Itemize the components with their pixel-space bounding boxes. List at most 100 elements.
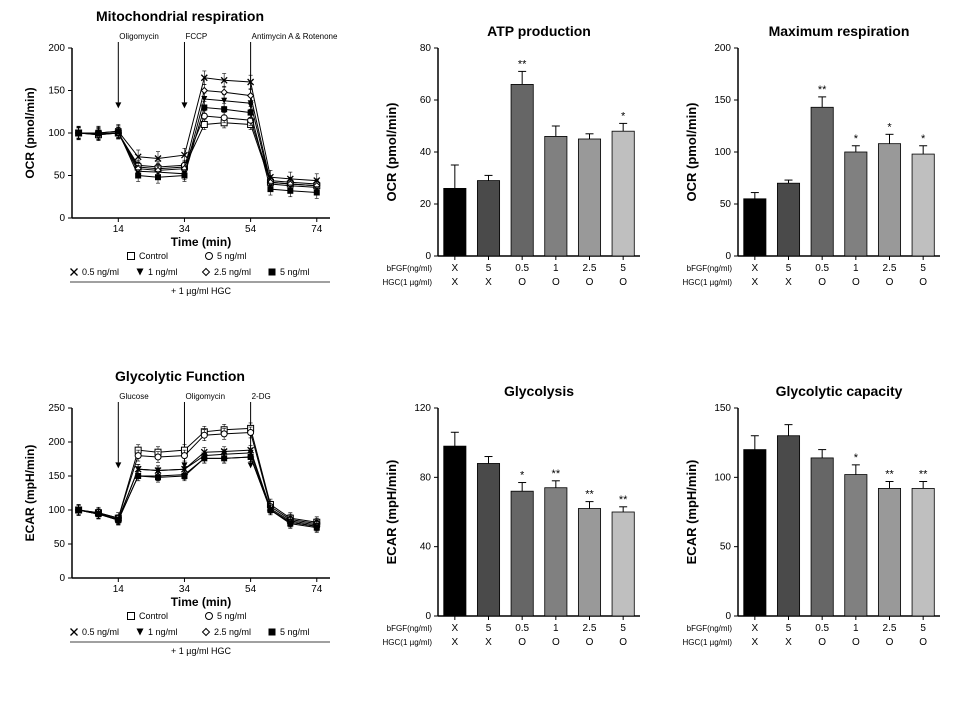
svg-text:150: 150 bbox=[714, 403, 731, 414]
svg-text:150: 150 bbox=[48, 86, 65, 97]
svg-text:0.5: 0.5 bbox=[815, 623, 829, 634]
svg-text:Antimycin A & Rotenone: Antimycin A & Rotenone bbox=[252, 32, 338, 41]
svg-text:0.5: 0.5 bbox=[515, 623, 529, 634]
svg-text:HGC(1 µg/ml): HGC(1 µg/ml) bbox=[683, 278, 733, 287]
svg-text:X: X bbox=[751, 277, 758, 288]
svg-text:100: 100 bbox=[48, 505, 65, 516]
svg-text:O: O bbox=[586, 637, 594, 648]
svg-text:bFGF(ng/ml): bFGF(ng/ml) bbox=[387, 264, 433, 273]
svg-text:5 ng/ml: 5 ng/ml bbox=[280, 267, 310, 277]
mito-title: Mitochondrial respiration bbox=[20, 8, 340, 24]
svg-text:150: 150 bbox=[48, 471, 65, 482]
svg-text:0: 0 bbox=[425, 611, 431, 622]
svg-text:5: 5 bbox=[920, 623, 926, 634]
svg-text:+ 1 µg/ml HGC: + 1 µg/ml HGC bbox=[171, 286, 231, 296]
svg-text:0.5 ng/ml: 0.5 ng/ml bbox=[82, 267, 119, 277]
svg-text:X: X bbox=[785, 637, 792, 648]
svg-text:O: O bbox=[552, 637, 560, 648]
svg-text:HGC(1 µg/ml): HGC(1 µg/ml) bbox=[383, 278, 433, 287]
svg-text:1: 1 bbox=[853, 623, 859, 634]
svg-text:2.5: 2.5 bbox=[583, 263, 597, 274]
svg-text:80: 80 bbox=[420, 43, 432, 54]
svg-text:X: X bbox=[751, 637, 758, 648]
svg-text:X: X bbox=[751, 263, 758, 274]
svg-text:0: 0 bbox=[725, 611, 731, 622]
svg-text:2.5: 2.5 bbox=[883, 623, 897, 634]
atp-svg: ATP production020406080OCR (pmol/min)***… bbox=[380, 20, 650, 310]
svg-text:5: 5 bbox=[620, 623, 626, 634]
svg-text:X: X bbox=[451, 277, 458, 288]
svg-text:74: 74 bbox=[311, 224, 323, 235]
svg-text:0.5: 0.5 bbox=[815, 263, 829, 274]
svg-text:1: 1 bbox=[853, 263, 859, 274]
svg-text:54: 54 bbox=[245, 584, 257, 595]
svg-text:Glucose: Glucose bbox=[119, 392, 149, 401]
svg-text:5: 5 bbox=[486, 263, 492, 274]
svg-text:*: * bbox=[854, 133, 859, 145]
svg-text:Time (min): Time (min) bbox=[171, 235, 231, 249]
svg-text:1 ng/ml: 1 ng/ml bbox=[148, 627, 178, 637]
glyco-func-panel: Glycolytic Function 05010015020025014345… bbox=[20, 368, 340, 678]
svg-text:**: ** bbox=[585, 489, 594, 501]
glycap-panel: Glycolytic capacity050100150ECAR (mpH/mi… bbox=[680, 380, 950, 670]
svg-text:*: * bbox=[520, 470, 525, 482]
svg-text:20: 20 bbox=[420, 199, 432, 210]
mito-svg: 05010015020014345474Time (min)OCR (pmol/… bbox=[20, 26, 340, 316]
svg-text:1 ng/ml: 1 ng/ml bbox=[148, 267, 178, 277]
svg-text:2.5: 2.5 bbox=[583, 623, 597, 634]
svg-text:+ 1 µg/ml HGC: + 1 µg/ml HGC bbox=[171, 646, 231, 656]
svg-text:OCR (pmol/min): OCR (pmol/min) bbox=[384, 103, 399, 202]
svg-text:ATP production: ATP production bbox=[487, 23, 591, 39]
glycolysis-svg: Glycolysis04080120ECAR (mpH/min)*******X… bbox=[380, 380, 650, 670]
svg-text:Glycolysis: Glycolysis bbox=[504, 383, 574, 399]
svg-text:O: O bbox=[919, 637, 927, 648]
svg-text:14: 14 bbox=[113, 224, 125, 235]
svg-text:0: 0 bbox=[59, 213, 65, 224]
svg-text:250: 250 bbox=[48, 403, 65, 414]
svg-text:HGC(1 µg/ml): HGC(1 µg/ml) bbox=[383, 638, 433, 647]
svg-text:0: 0 bbox=[59, 573, 65, 584]
svg-text:*: * bbox=[887, 121, 892, 133]
svg-text:100: 100 bbox=[48, 128, 65, 139]
svg-text:0.5 ng/ml: 0.5 ng/ml bbox=[82, 627, 119, 637]
svg-text:34: 34 bbox=[179, 584, 191, 595]
svg-text:bFGF(ng/ml): bFGF(ng/ml) bbox=[687, 264, 733, 273]
maxresp-panel: Maximum respiration050100150200OCR (pmol… bbox=[680, 20, 950, 310]
svg-text:X: X bbox=[451, 623, 458, 634]
svg-text:5: 5 bbox=[620, 263, 626, 274]
glycap-svg: Glycolytic capacity050100150ECAR (mpH/mi… bbox=[680, 380, 950, 670]
svg-text:2.5 ng/ml: 2.5 ng/ml bbox=[214, 627, 251, 637]
svg-text:*: * bbox=[621, 110, 626, 122]
svg-text:60: 60 bbox=[420, 95, 432, 106]
svg-text:80: 80 bbox=[420, 472, 432, 483]
svg-text:5 ng/ml: 5 ng/ml bbox=[217, 611, 247, 621]
svg-text:O: O bbox=[886, 637, 894, 648]
svg-text:Control: Control bbox=[139, 611, 168, 621]
svg-text:0: 0 bbox=[425, 251, 431, 262]
atp-panel: ATP production020406080OCR (pmol/min)***… bbox=[380, 20, 650, 310]
svg-text:34: 34 bbox=[179, 224, 191, 235]
svg-text:*: * bbox=[854, 452, 859, 464]
svg-text:O: O bbox=[586, 277, 594, 288]
svg-text:O: O bbox=[818, 277, 826, 288]
svg-text:ECAR (mpH/min): ECAR (mpH/min) bbox=[23, 445, 37, 542]
svg-text:**: ** bbox=[818, 84, 827, 96]
svg-text:OCR (pmol/min): OCR (pmol/min) bbox=[684, 103, 699, 202]
svg-text:50: 50 bbox=[720, 542, 732, 553]
svg-text:**: ** bbox=[518, 58, 527, 70]
svg-text:O: O bbox=[518, 277, 526, 288]
svg-text:Time (min): Time (min) bbox=[171, 595, 231, 609]
svg-text:O: O bbox=[552, 277, 560, 288]
svg-text:O: O bbox=[818, 637, 826, 648]
svg-text:FCCP: FCCP bbox=[185, 32, 207, 41]
svg-text:O: O bbox=[619, 277, 627, 288]
svg-text:5: 5 bbox=[786, 623, 792, 634]
maxresp-svg: Maximum respiration050100150200OCR (pmol… bbox=[680, 20, 950, 310]
svg-text:X: X bbox=[451, 263, 458, 274]
svg-text:2-DG: 2-DG bbox=[252, 392, 271, 401]
svg-text:O: O bbox=[919, 277, 927, 288]
svg-text:OCR (pmol/min): OCR (pmol/min) bbox=[23, 87, 37, 178]
svg-text:O: O bbox=[619, 637, 627, 648]
svg-text:2.5: 2.5 bbox=[883, 263, 897, 274]
svg-text:Glycolytic capacity: Glycolytic capacity bbox=[776, 383, 903, 399]
